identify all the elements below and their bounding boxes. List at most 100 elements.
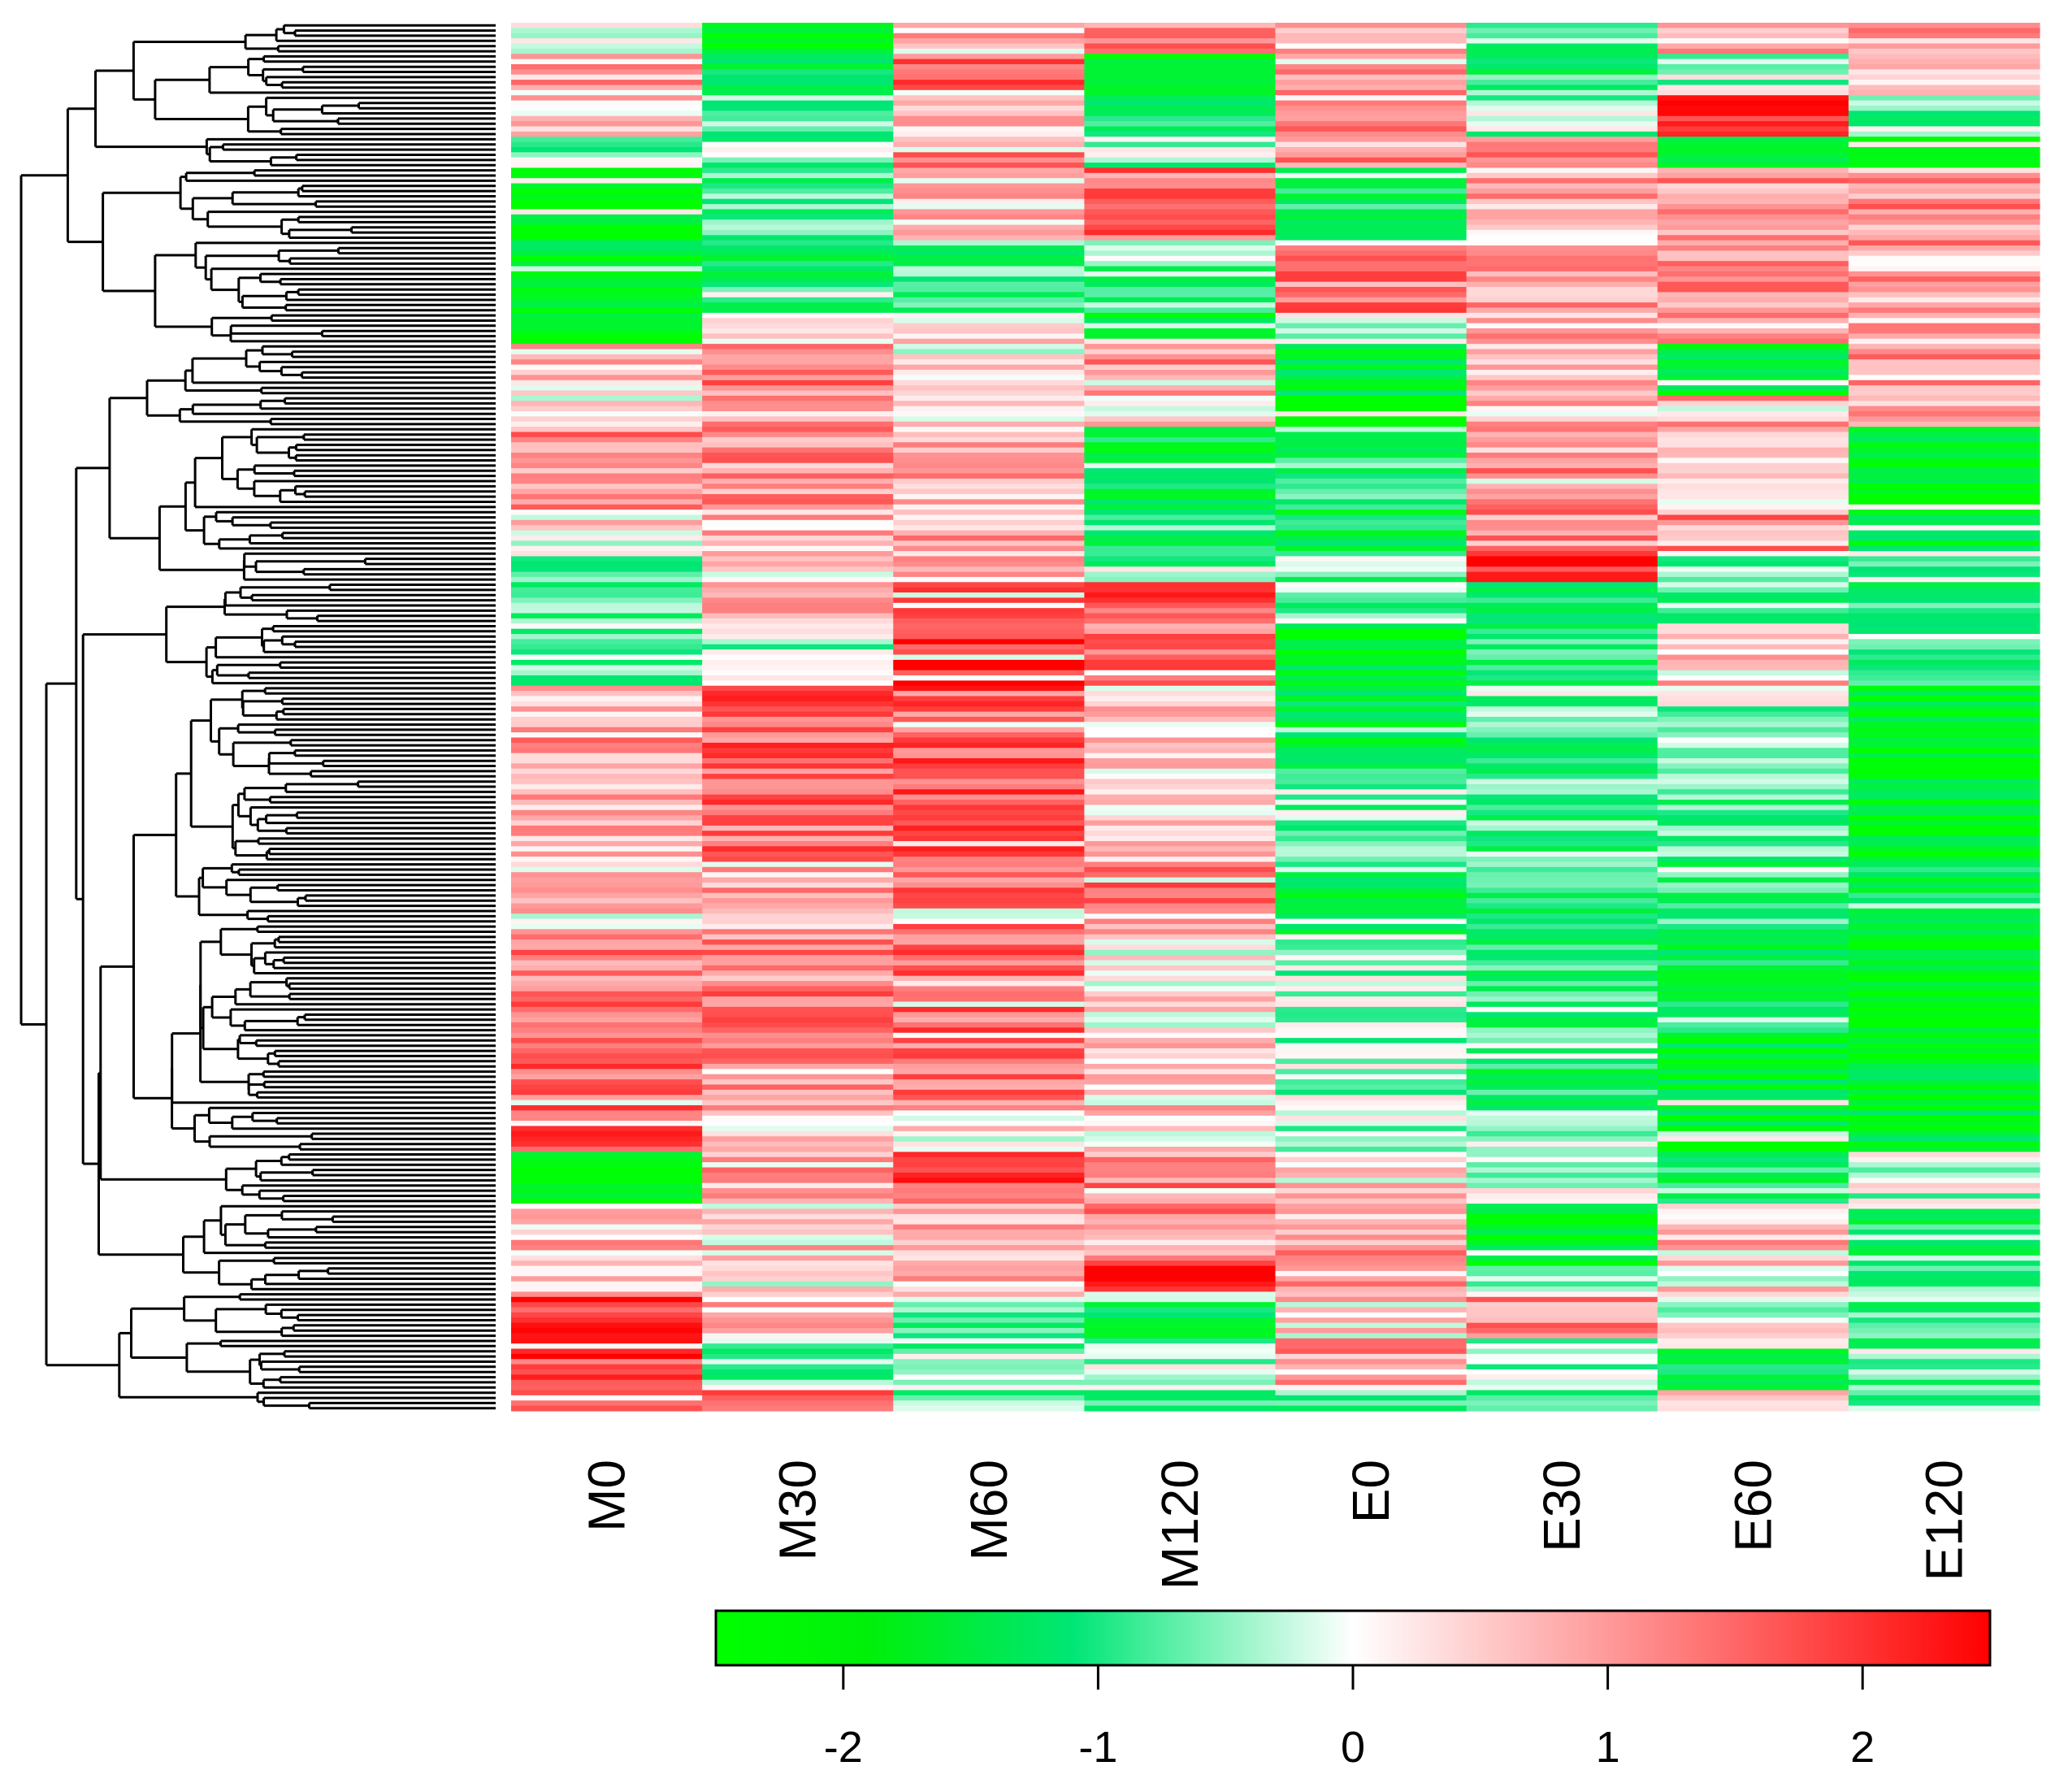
heatmap-cell <box>1275 328 1468 334</box>
heatmap-cell <box>511 1006 703 1013</box>
heatmap-cell <box>1466 965 1658 971</box>
heatmap-cell <box>511 359 703 366</box>
heatmap-cell <box>1275 390 1468 397</box>
heatmap-cell <box>1466 1152 1658 1158</box>
heatmap-cell <box>1848 1229 2040 1235</box>
heatmap-cell <box>1657 1213 1849 1220</box>
heatmap-cell <box>1466 944 1658 951</box>
heatmap-cell <box>893 287 1085 293</box>
heatmap-cell <box>1466 675 1658 681</box>
heatmap-cell <box>1466 929 1658 935</box>
heatmap-cell <box>1084 370 1277 375</box>
heatmap-cell <box>1848 1198 2040 1204</box>
heatmap-cell <box>1657 1095 1849 1101</box>
heatmap-cell <box>1084 1291 1277 1298</box>
heatmap-cell <box>702 452 894 458</box>
heatmap-cell <box>1466 1022 1658 1028</box>
heatmap-cell <box>1657 209 1849 215</box>
heatmap-cell <box>893 1110 1085 1117</box>
heatmap-cell <box>1848 499 2040 505</box>
heatmap-cell <box>893 944 1085 951</box>
heatmap-cell <box>1657 427 1849 433</box>
heatmap-cell <box>1848 571 2040 578</box>
heatmap-cell <box>702 395 894 401</box>
heatmap-cell <box>1657 654 1849 661</box>
heatmap-cell <box>1084 840 1277 847</box>
heatmap-cell <box>511 245 703 252</box>
heatmap-cell <box>1275 484 1468 490</box>
heatmap-cell <box>893 685 1085 692</box>
heatmap-cell <box>702 882 894 888</box>
heatmap-cell <box>1466 1348 1658 1355</box>
heatmap-cell <box>1466 1136 1658 1143</box>
heatmap-cell <box>1084 986 1277 992</box>
heatmap-cell <box>1657 949 1849 956</box>
heatmap-cell <box>1466 499 1658 505</box>
heatmap-cell <box>702 799 894 805</box>
heatmap-cell <box>1466 80 1658 86</box>
heatmap-cell <box>1848 344 2040 350</box>
heatmap-cell <box>702 665 894 671</box>
heatmap-cell <box>1657 390 1849 397</box>
heatmap-cell <box>1466 551 1658 558</box>
heatmap-cell <box>1275 525 1468 532</box>
heatmap-cell <box>702 1126 894 1132</box>
heatmap-cell <box>1084 1333 1277 1339</box>
heatmap-cell <box>1275 1156 1468 1163</box>
heatmap-cell <box>893 74 1085 80</box>
heatmap-cell <box>1466 923 1658 930</box>
heatmap-cell <box>702 618 894 624</box>
heatmap-cell <box>1848 680 2040 687</box>
heatmap-cell <box>702 126 894 132</box>
heatmap-cell <box>1275 1152 1468 1158</box>
heatmap-cell <box>1466 261 1658 267</box>
heatmap-cell <box>893 447 1085 453</box>
heatmap-cell <box>1275 427 1468 433</box>
heatmap-cell <box>511 427 703 433</box>
heatmap-cell <box>1275 266 1468 272</box>
heatmap-cell <box>1657 1032 1849 1039</box>
heatmap-cell <box>511 302 703 309</box>
heatmap-cell <box>511 763 703 770</box>
heatmap-cell <box>893 727 1085 733</box>
heatmap-cell <box>893 380 1085 386</box>
heatmap-cell <box>1657 898 1849 905</box>
heatmap-cell <box>1657 561 1849 567</box>
heatmap-cell <box>702 748 894 754</box>
heatmap-cell <box>1848 1027 2040 1034</box>
heatmap-cell <box>702 235 894 241</box>
heatmap-cell <box>893 1141 1085 1148</box>
heatmap-cell <box>1657 1333 1849 1339</box>
heatmap-cell <box>1657 255 1849 262</box>
heatmap-cell <box>1848 1343 2040 1350</box>
heatmap-cell <box>1848 913 2040 920</box>
heatmap-cell <box>702 1291 894 1298</box>
heatmap-cell <box>1084 561 1277 567</box>
heatmap-cell <box>893 1182 1085 1189</box>
heatmap-cell <box>1466 1027 1658 1034</box>
heatmap-cell <box>1084 805 1277 811</box>
heatmap-cell <box>1657 1343 1849 1350</box>
heatmap-cell <box>702 1130 894 1137</box>
heatmap-cell <box>1275 224 1468 231</box>
heatmap-cell <box>511 1167 703 1174</box>
heatmap-cell <box>893 146 1085 153</box>
heatmap-cell <box>1657 1141 1849 1148</box>
heatmap-cell <box>893 1058 1085 1065</box>
heatmap-cell <box>1848 1006 2040 1013</box>
heatmap-cell <box>1657 395 1849 401</box>
heatmap-cell <box>702 1048 894 1054</box>
heatmap-cell <box>702 794 894 801</box>
heatmap-cell <box>893 307 1085 314</box>
heatmap-cell <box>511 38 703 45</box>
heatmap-cell <box>511 488 703 495</box>
color-key-bar <box>714 1609 1992 1667</box>
heatmap-cell <box>1657 1265 1849 1272</box>
heatmap-cell <box>1466 1276 1658 1282</box>
heatmap-cell <box>1275 835 1468 842</box>
heatmap-cell <box>1657 245 1849 252</box>
heatmap-cell <box>1275 587 1468 593</box>
heatmap-cell <box>1275 857 1468 863</box>
heatmap-cell <box>702 556 894 562</box>
heatmap-cell <box>1657 224 1849 231</box>
